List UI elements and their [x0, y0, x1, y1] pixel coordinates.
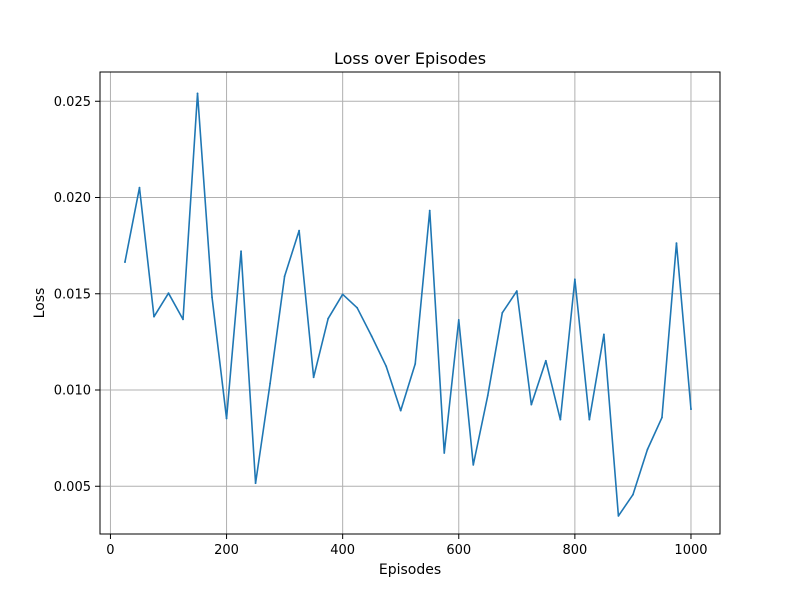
data-point [559, 418, 562, 421]
data-point [428, 209, 431, 212]
x-tick-label: 1000 [674, 543, 707, 558]
data-point [356, 306, 359, 309]
plot-frame [99, 71, 721, 535]
data-point [632, 493, 634, 496]
data-point [312, 376, 315, 379]
y-axis-ticks: 0.005 0.010 0.015 0.020 0.025 [54, 95, 100, 495]
data-point [298, 229, 301, 232]
data-point [211, 296, 213, 299]
data-point [370, 335, 373, 338]
data-point [515, 290, 518, 292]
data-point [269, 382, 271, 385]
data-point [414, 362, 417, 365]
data-point [457, 319, 460, 321]
data-point [588, 418, 591, 421]
data-point [646, 448, 649, 451]
data-point [544, 359, 547, 362]
data-point [530, 403, 533, 406]
data-point [661, 416, 663, 419]
data-point [124, 261, 126, 263]
data-point [196, 92, 199, 95]
x-axis-ticks: 0 200 400 600 800 1000 [106, 534, 708, 558]
data-point [617, 515, 620, 517]
grid-lines [100, 72, 720, 534]
data-point [167, 292, 170, 295]
data-point [472, 463, 475, 466]
data-point [573, 278, 576, 281]
y-tick-label: 0.025 [54, 95, 91, 110]
x-tick-label: 800 [562, 543, 587, 558]
data-point [283, 275, 286, 278]
x-tick-label: 0 [106, 543, 114, 558]
data-point [225, 417, 228, 420]
data-point [138, 186, 141, 189]
y-tick-label: 0.010 [54, 384, 91, 399]
data-point [385, 365, 388, 368]
chart-title: Loss over Episodes [334, 49, 486, 68]
series-line [124, 92, 692, 517]
x-axis-label: Episodes [379, 562, 441, 578]
data-point [486, 394, 489, 397]
x-tick-label: 600 [446, 543, 471, 558]
data-point [675, 242, 678, 245]
y-tick-label: 0.020 [54, 191, 91, 206]
series-layer [124, 92, 692, 517]
data-point [443, 452, 446, 454]
x-tick-label: 200 [214, 543, 239, 558]
data-point [602, 333, 605, 336]
data-point [341, 293, 344, 296]
y-tick-label: 0.005 [54, 480, 91, 495]
data-point [690, 408, 692, 410]
x-tick-label: 400 [330, 543, 355, 558]
data-point [327, 317, 330, 320]
data-point [399, 409, 402, 412]
data-point [240, 250, 242, 253]
y-tick-label: 0.015 [54, 287, 91, 302]
data-point [254, 482, 257, 485]
data-point [182, 318, 184, 321]
data-point [501, 311, 504, 314]
y-axis-label: Loss [32, 288, 48, 319]
data-point [153, 315, 155, 318]
